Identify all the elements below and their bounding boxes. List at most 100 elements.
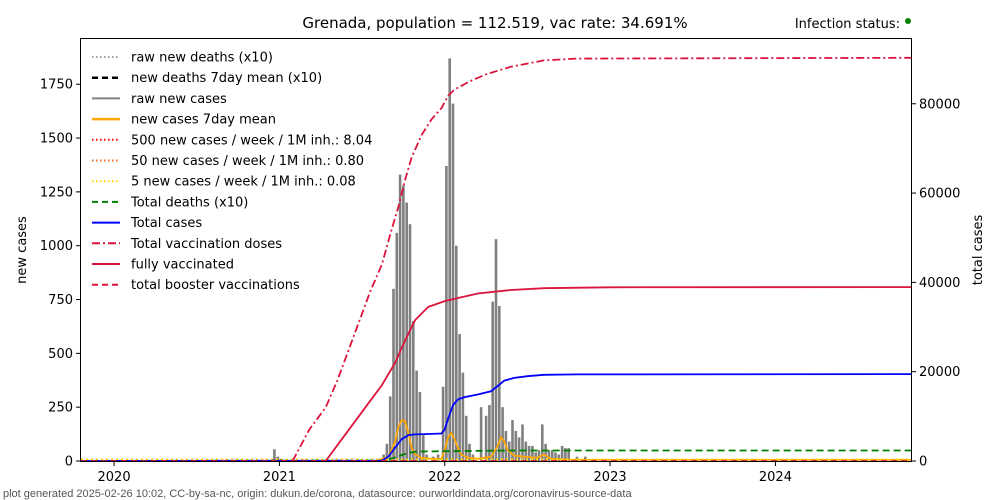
legend-label: 500 new cases / week / 1M inh.: 8.04 — [131, 133, 372, 148]
bar-raw-new-cases — [488, 405, 491, 461]
legend-item: Total cases — [92, 216, 202, 231]
bar-raw-new-cases — [557, 454, 561, 461]
bar-raw-new-cases — [388, 396, 392, 461]
bar-raw-new-cases — [501, 407, 504, 461]
bar-raw-new-cases — [514, 430, 518, 461]
bar-raw-new-cases — [451, 103, 455, 461]
bar-raw-new-cases — [534, 452, 537, 461]
legend-label: raw new deaths (x10) — [131, 51, 273, 66]
legend-item: 50 new cases / week / 1M inh.: 0.80 — [92, 154, 364, 169]
y-left-tick-label: 0 — [65, 455, 73, 470]
bar-raw-new-cases — [385, 443, 389, 461]
bar-raw-new-cases — [560, 445, 564, 461]
x-tick-label: 2022 — [428, 470, 461, 485]
bar-raw-new-cases — [564, 448, 567, 461]
bar-raw-new-cases — [441, 386, 445, 461]
y-axis-right: 0 20000 40000 60000 80000 — [911, 97, 960, 470]
y-right-tick-label: 0 — [919, 455, 927, 470]
legend-item: 500 new cases / week / 1M inh.: 8.04 — [92, 133, 372, 148]
bar-raw-new-cases — [455, 245, 458, 461]
legend-item: Total vaccination doses — [92, 237, 282, 252]
y-right-tick-label: 60000 — [919, 187, 960, 202]
legend-label: total booster vaccinations — [131, 278, 300, 293]
bar-raw-new-cases — [479, 407, 483, 461]
plot-frame — [80, 38, 912, 462]
legend: raw new deaths (x10) new deaths 7day mean… — [92, 51, 372, 293]
legend-label: fully vaccinated — [131, 258, 234, 273]
bar-raw-new-cases — [527, 445, 531, 461]
bar-raw-new-cases — [541, 424, 544, 461]
bar-raw-new-cases — [398, 174, 402, 461]
bar-raw-new-cases — [436, 454, 440, 461]
legend-label: Total deaths (x10) — [130, 195, 248, 210]
bar-raw-new-cases — [405, 202, 408, 461]
legend-label: new cases 7day mean — [131, 113, 276, 128]
legend-item: total booster vaccinations — [92, 278, 300, 293]
y-right-tick-label: 40000 — [919, 276, 960, 291]
footer-note: plot generated 2025-02-26 10:02, CC-by-s… — [3, 488, 632, 500]
chart-title: Grenada, population = 112.519, vac rate:… — [302, 14, 687, 32]
bar-raw-new-cases — [422, 435, 425, 461]
bar-raw-new-cases — [395, 232, 399, 461]
bar-raw-new-cases — [392, 288, 395, 461]
y-left-tick-label: 250 — [48, 401, 73, 416]
bar-raw-new-cases — [415, 370, 418, 461]
x-tick-label: 2024 — [759, 470, 792, 485]
legend-item: raw new deaths (x10) — [92, 51, 273, 66]
bar-raw-new-cases — [517, 437, 521, 461]
y-axis-left: 0 250 500 750 1000 1250 1500 1750 — [40, 78, 81, 470]
series-new-cases-7day-mean — [378, 419, 911, 461]
bar-raw-new-cases — [584, 456, 587, 461]
legend-item: raw new cases — [92, 92, 227, 107]
bar-raw-new-cases — [547, 450, 551, 461]
infection-status-label: Infection status: — [795, 17, 900, 32]
bar-raw-new-cases — [418, 392, 422, 461]
bar-raw-new-cases — [461, 372, 465, 461]
legend-label: 50 new cases / week / 1M inh.: 0.80 — [131, 154, 364, 169]
bar-raw-new-cases — [273, 449, 276, 461]
series-total-deaths-x10 — [80, 449, 911, 462]
series-total-vaccination-doses — [291, 56, 912, 462]
infection-status-dot — [905, 18, 911, 24]
y-left-tick-label: 1750 — [40, 78, 73, 93]
legend-item: new deaths 7day mean (x10) — [92, 71, 322, 86]
y-axis-left-label: new cases — [15, 216, 30, 284]
bar-raw-new-cases — [445, 166, 448, 461]
x-axis: 2020 2021 2022 2023 2024 — [98, 461, 792, 485]
bar-raw-new-cases — [511, 420, 514, 461]
bar-raw-new-cases — [521, 424, 524, 461]
bar-raw-new-cases — [464, 415, 468, 461]
y-right-tick-label: 20000 — [919, 365, 960, 380]
bar-raw-new-cases — [498, 306, 501, 461]
bar-raw-new-cases — [448, 58, 451, 462]
y-left-tick-label: 1500 — [40, 132, 73, 147]
bar-raw-new-cases — [550, 450, 554, 461]
bar-raw-new-cases — [408, 224, 412, 461]
legend-item: new cases 7day mean — [92, 113, 276, 128]
bar-raw-new-cases — [537, 450, 541, 461]
x-tick-label: 2023 — [594, 470, 627, 485]
series-fully-vaccinated — [324, 286, 912, 462]
y-left-tick-label: 1250 — [40, 185, 73, 200]
y-right-tick-label: 80000 — [919, 97, 960, 112]
legend-label: Total cases — [130, 216, 202, 231]
bar-raw-new-cases — [544, 443, 547, 461]
bar-raw-new-cases — [494, 239, 498, 461]
legend-item: fully vaccinated — [92, 258, 234, 273]
y-left-tick-label: 500 — [48, 347, 73, 362]
bar-raw-new-cases — [531, 445, 534, 461]
bar-raw-new-cases — [491, 301, 494, 461]
legend-item: 5 new cases / week / 1M inh.: 0.08 — [92, 175, 356, 190]
series-raw-new-cases — [273, 58, 587, 462]
bar-raw-new-cases — [402, 185, 405, 461]
legend-label: raw new cases — [131, 92, 227, 107]
y-axis-right-label: total cases — [971, 215, 986, 286]
bar-raw-new-cases — [468, 443, 471, 461]
bar-raw-new-cases — [484, 415, 488, 461]
legend-item: Total deaths (x10) — [92, 195, 248, 210]
bar-raw-new-cases — [458, 334, 461, 461]
bar-raw-new-cases — [412, 321, 415, 461]
x-tick-label: 2020 — [98, 470, 131, 485]
legend-label: new deaths 7day mean (x10) — [131, 71, 322, 86]
